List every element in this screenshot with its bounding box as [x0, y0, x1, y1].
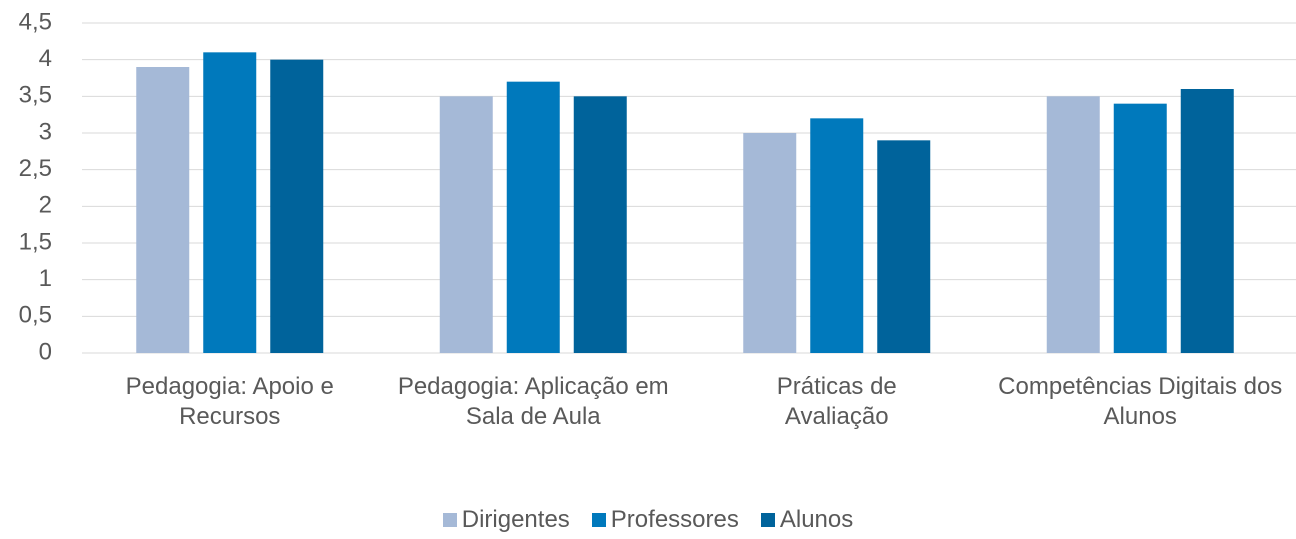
bar — [1113, 103, 1167, 354]
legend: Dirigentes Professores Alunos — [0, 506, 1296, 534]
y-tick-label: 1 — [39, 265, 52, 292]
y-tick-label: 2,5 — [19, 155, 52, 182]
legend-item: Alunos — [760, 506, 854, 534]
legend-label: Alunos — [779, 506, 854, 533]
bar — [810, 118, 864, 353]
legend-item: Dirigentes — [442, 506, 570, 534]
y-tick-label: 0 — [39, 338, 52, 365]
legend-item: Professores — [591, 506, 739, 534]
bar — [270, 59, 324, 354]
x-tick-label: Pedagogia: Apoio e Recursos — [125, 373, 334, 430]
y-tick-label: 3 — [39, 118, 52, 145]
x-tick-label: Práticas de Avaliação — [776, 373, 897, 430]
y-tick-label: 2 — [39, 192, 52, 219]
bar — [1046, 96, 1100, 353]
y-tick-label: 4 — [39, 45, 52, 72]
legend-label: Dirigentes — [461, 506, 570, 533]
legend-swatch — [760, 513, 775, 527]
bar — [1180, 89, 1234, 353]
legend-label: Professores — [610, 506, 739, 533]
bar — [439, 96, 493, 353]
bar — [877, 140, 931, 353]
bar — [743, 133, 797, 353]
legend-swatch — [591, 513, 606, 527]
y-tick-label: 4,5 — [19, 8, 52, 35]
bar — [573, 96, 627, 353]
bar — [506, 81, 560, 354]
bar — [136, 67, 190, 353]
bar — [203, 52, 257, 353]
y-tick-label: 0,5 — [19, 302, 52, 329]
legend-swatch — [442, 513, 457, 527]
y-tick-label: 1,5 — [19, 228, 52, 255]
y-tick-label: 3,5 — [19, 82, 52, 109]
x-tick-label: Competências Digitais dos Alunos — [998, 373, 1283, 430]
x-tick-label: Pedagogia: Aplicação em Sala de Aula — [397, 373, 669, 430]
